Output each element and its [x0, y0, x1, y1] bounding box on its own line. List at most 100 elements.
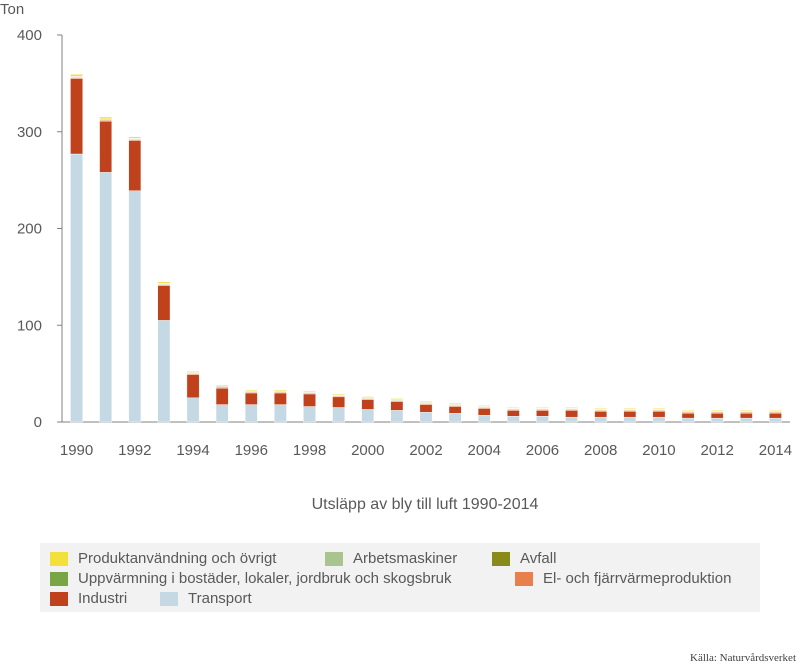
bar-segment-produktanv-ndning-och-vrigt-2002 — [419, 401, 433, 403]
legend-item-uppvarmning: Uppvärmning i bostäder, lokaler, jordbru… — [50, 570, 452, 587]
bar-segment-produktanv-ndning-och-vrigt-1999 — [332, 393, 345, 395]
legend-item-transport: Transport — [160, 590, 252, 607]
bar-segment-industri-2012 — [710, 413, 724, 419]
bar-segment-industri-1992 — [128, 140, 142, 191]
bar-segment-produktanv-ndning-och-vrigt-2014 — [769, 410, 782, 412]
bar-segment-transport-2002 — [419, 412, 433, 423]
bar-segment-industri-1994 — [186, 374, 200, 399]
bar-segment-industri-1999 — [332, 396, 345, 408]
legend-swatch — [50, 571, 68, 586]
legend-item-el-fjarrvarme: El- och fjärrvärmeproduktion — [515, 570, 731, 587]
x-tick-label: 2004 — [468, 442, 501, 459]
bar-segment-transport-2009 — [623, 416, 637, 423]
legend-item-produktanvandning: Produktanvändning och övrigt — [50, 550, 276, 567]
bar-segment-transport-2008 — [594, 416, 608, 423]
bar-segment-transport-1996 — [244, 404, 258, 423]
chart-title: Utsläpp av bly till luft 1990-2014 — [311, 496, 539, 513]
bar-segment-transport-2003 — [448, 413, 462, 423]
bar-segment-transport-2007 — [565, 416, 578, 423]
y-tick-label: 0 — [34, 414, 42, 431]
legend-label: Industri — [78, 590, 128, 607]
x-tick-label: 2014 — [759, 442, 792, 459]
bar-segment-produktanv-ndning-och-vrigt-2003 — [448, 403, 462, 405]
bar-segment-transport-2014 — [769, 417, 782, 423]
x-tick-label: 2010 — [642, 442, 675, 459]
bar-segment-industri-1998 — [303, 393, 316, 407]
bar-segment-produktanv-ndning-och-vrigt-2007 — [565, 407, 578, 409]
bar-segment-transport-2012 — [710, 417, 724, 423]
legend-swatch — [325, 551, 343, 566]
bar-segment-produktanv-ndning-och-vrigt-2013 — [740, 410, 753, 412]
bar-segment-produktanv-ndning-och-vrigt-2010 — [652, 408, 666, 410]
bar-segment-industri-2002 — [419, 404, 433, 413]
bar-segment-transport-1995 — [215, 404, 229, 423]
bar-segment-transport-2006 — [536, 415, 549, 423]
legend-item-arbetsmaskiner: Arbetsmaskiner — [325, 550, 457, 567]
bar-segment-produktanv-ndning-och-vrigt-1997 — [274, 389, 287, 391]
bar-segment-industri-2005 — [507, 410, 520, 417]
bar-segment-produktanv-ndning-och-vrigt-1991 — [99, 116, 112, 120]
bar-segment-industri-2007 — [565, 410, 578, 418]
bar-segment-transport-2000 — [361, 409, 375, 423]
bar-segment-transport-2011 — [681, 417, 695, 423]
bar-segment-industri-2000 — [361, 399, 375, 410]
bar-segment-transport-1999 — [332, 407, 345, 423]
bar-segment-produktanv-ndning-och-vrigt-1993 — [157, 281, 171, 284]
legend-swatch — [160, 591, 178, 606]
x-tick-label: 1996 — [235, 442, 268, 459]
legend-label: Transport — [188, 590, 252, 607]
bar-segment-produktanv-ndning-och-vrigt-1992 — [128, 136, 142, 139]
bar-segment-produktanv-ndning-och-vrigt-1995 — [215, 384, 229, 387]
bar-segment-industri-1990 — [70, 78, 83, 155]
legend-swatch — [515, 571, 533, 586]
bar-segment-industri-1996 — [244, 392, 258, 405]
bar-segment-industri-2014 — [769, 413, 782, 419]
bar-segment-industri-1991 — [99, 120, 112, 173]
bar-segment-produktanv-ndning-och-vrigt-2005 — [507, 407, 520, 409]
bar-segment-industri-2001 — [390, 401, 404, 411]
bar-segment-industri-2010 — [652, 411, 666, 418]
y-tick-label: 100 — [17, 317, 42, 334]
bar-segment-transport-1992 — [128, 190, 142, 423]
bar-segment-produktanv-ndning-och-vrigt-2009 — [623, 408, 637, 410]
legend-swatch — [492, 551, 510, 566]
x-tick-label: 1994 — [176, 442, 209, 459]
legend-label: Arbetsmaskiner — [353, 550, 458, 567]
bar-segment-transport-2001 — [390, 410, 404, 423]
bar-segment-produktanv-ndning-och-vrigt-1990 — [70, 74, 83, 77]
x-tick-label: 2006 — [526, 442, 559, 459]
bar-segment-transport-2005 — [507, 415, 520, 423]
bar-segment-transport-1991 — [99, 172, 112, 423]
bar-segment-produktanv-ndning-och-vrigt-2006 — [536, 407, 549, 409]
x-tick-label: 1992 — [118, 442, 151, 459]
bar-segment-transport-2013 — [740, 417, 753, 423]
x-tick-label: 1990 — [60, 442, 93, 459]
bar-segment-transport-1993 — [157, 320, 171, 423]
bar-segment-industri-2008 — [594, 411, 608, 418]
legend-swatch — [50, 591, 68, 606]
bar-segment-transport-1997 — [274, 404, 287, 423]
x-tick-label: 2012 — [701, 442, 734, 459]
bar-segment-produktanv-ndning-och-vrigt-1998 — [303, 390, 316, 392]
bar-segment-produktanv-ndning-och-vrigt-2012 — [710, 410, 724, 412]
bar-segment-industri-2013 — [740, 413, 753, 419]
legend-label: Avfall — [520, 550, 557, 567]
legend-label: Produktanvändning och övrigt — [78, 550, 277, 567]
x-tick-label: 2000 — [351, 442, 384, 459]
bar-segment-industri-2006 — [536, 410, 549, 417]
y-axis-label: Ton — [0, 1, 24, 18]
x-tick-label: 1998 — [293, 442, 326, 459]
bar-segment-produktanv-ndning-och-vrigt-2001 — [390, 398, 404, 400]
bar-segment-industri-2011 — [681, 413, 695, 419]
bar-segment-industri-2003 — [448, 406, 462, 414]
bar-segment-produktanv-ndning-och-vrigt-2000 — [361, 396, 375, 398]
y-tick-label: 400 — [17, 27, 42, 44]
legend-item-industri: Industri — [50, 590, 127, 607]
bar-segment-produktanv-ndning-och-vrigt-2008 — [594, 408, 608, 410]
legend-item-avfall: Avfall — [492, 550, 556, 567]
chart-plot-area: Ton 0 100 200 300 400 1990 1992 1994 1996 1998 2000… — [0, 1, 792, 459]
bar-segment-industri-1995 — [215, 387, 229, 405]
bar-segment-industri-2009 — [623, 411, 637, 418]
bar-segment-industri-2004 — [477, 408, 491, 416]
bar-segment-industri-1997 — [274, 392, 287, 405]
